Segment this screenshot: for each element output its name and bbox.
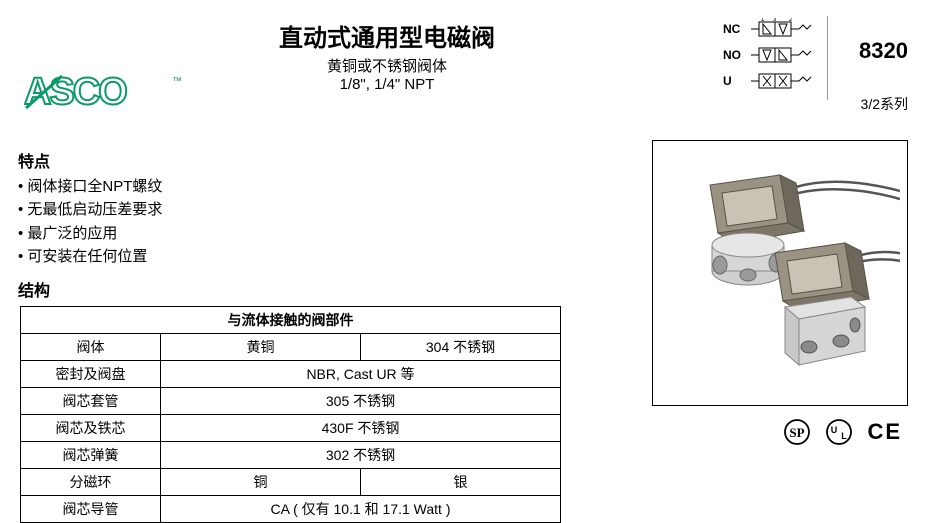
- product-image: [660, 153, 900, 393]
- schematic-u-label: U: [723, 74, 751, 88]
- table-cell: 铜: [161, 469, 361, 496]
- schematic-nc-icon: 1 2 3: [751, 18, 815, 40]
- table-cell: 分磁环: [21, 469, 161, 496]
- table-cell: 密封及阀盘: [21, 361, 161, 388]
- schematic-no-label: NO: [723, 48, 751, 62]
- brand-logo: ASCO ™: [24, 70, 196, 119]
- schematic-nc-label: NC: [723, 22, 751, 36]
- page-subtitle-1: 黄铜或不锈钢阀体: [184, 55, 590, 76]
- schematic-u-icon: [751, 70, 815, 92]
- schematic-symbols: NC 1 2 3 NO: [723, 18, 815, 96]
- page-subtitle-2: 1/8", 1/4" NPT: [184, 76, 590, 93]
- logo-tm: ™: [172, 76, 182, 87]
- table-row: 分磁环 铜 银: [21, 469, 561, 496]
- table-cell: 阀芯及铁芯: [21, 415, 161, 442]
- logo-text: ASCO: [24, 71, 126, 113]
- table-cell: 黄铜: [161, 334, 361, 361]
- ce-icon: CE: [867, 419, 902, 445]
- table-row: 密封及阀盘 NBR, Cast UR 等: [21, 361, 561, 388]
- series-subtitle: 3/2系列: [859, 94, 908, 114]
- feature-item: 无最低启动压差要求: [18, 198, 162, 221]
- table-cell: 304 不锈钢: [361, 334, 561, 361]
- feature-item: 阀体接口全NPT螺纹: [18, 175, 162, 198]
- table-cell: 银: [361, 469, 561, 496]
- table-row: 阀芯导管 CA ( 仅有 10.1 和 17.1 Watt ): [21, 496, 561, 523]
- table-cell: 305 不锈钢: [161, 388, 561, 415]
- svg-text:U: U: [831, 425, 838, 435]
- table-cell: 阀芯套管: [21, 388, 161, 415]
- csa-icon: SP: [783, 418, 811, 446]
- svg-text:SP: SP: [790, 425, 805, 440]
- product-image-frame: [652, 140, 908, 406]
- svg-text:L: L: [842, 431, 848, 441]
- table-row: 阀体 黄铜 304 不锈钢: [21, 334, 561, 361]
- table-header: 与流体接触的阀部件: [21, 307, 561, 334]
- table-row: 阀芯套管 305 不锈钢: [21, 388, 561, 415]
- ul-icon: U L: [825, 418, 853, 446]
- page-title: 直动式通用型电磁阀: [184, 18, 590, 53]
- table-cell: 阀芯弹簧: [21, 442, 161, 469]
- schematic-no-icon: [751, 44, 815, 66]
- materials-table: 与流体接触的阀部件 阀体 黄铜 304 不锈钢 密封及阀盘 NBR, Cast …: [20, 306, 561, 523]
- feature-item: 可安装在任何位置: [18, 245, 162, 268]
- certifications: SP U L CE: [783, 418, 902, 446]
- table-cell: 430F 不锈钢: [161, 415, 561, 442]
- table-row: 阀芯及铁芯 430F 不锈钢: [21, 415, 561, 442]
- table-cell: 阀体: [21, 334, 161, 361]
- svg-text:2: 2: [789, 18, 793, 23]
- table-cell: CA ( 仅有 10.1 和 17.1 Watt ): [161, 496, 561, 523]
- series-number: 8320: [859, 38, 908, 64]
- table-cell: NBR, Cast UR 等: [161, 361, 561, 388]
- features-heading: 特点: [18, 148, 162, 172]
- feature-item: 最广泛的应用: [18, 222, 162, 245]
- table-cell: 阀芯导管: [21, 496, 161, 523]
- features-list: 阀体接口全NPT螺纹 无最低启动压差要求 最广泛的应用 可安装在任何位置: [18, 175, 162, 268]
- table-row: 阀芯弹簧 302 不锈钢: [21, 442, 561, 469]
- header-divider: [827, 16, 828, 100]
- structure-heading: 结构: [18, 277, 50, 301]
- table-cell: 302 不锈钢: [161, 442, 561, 469]
